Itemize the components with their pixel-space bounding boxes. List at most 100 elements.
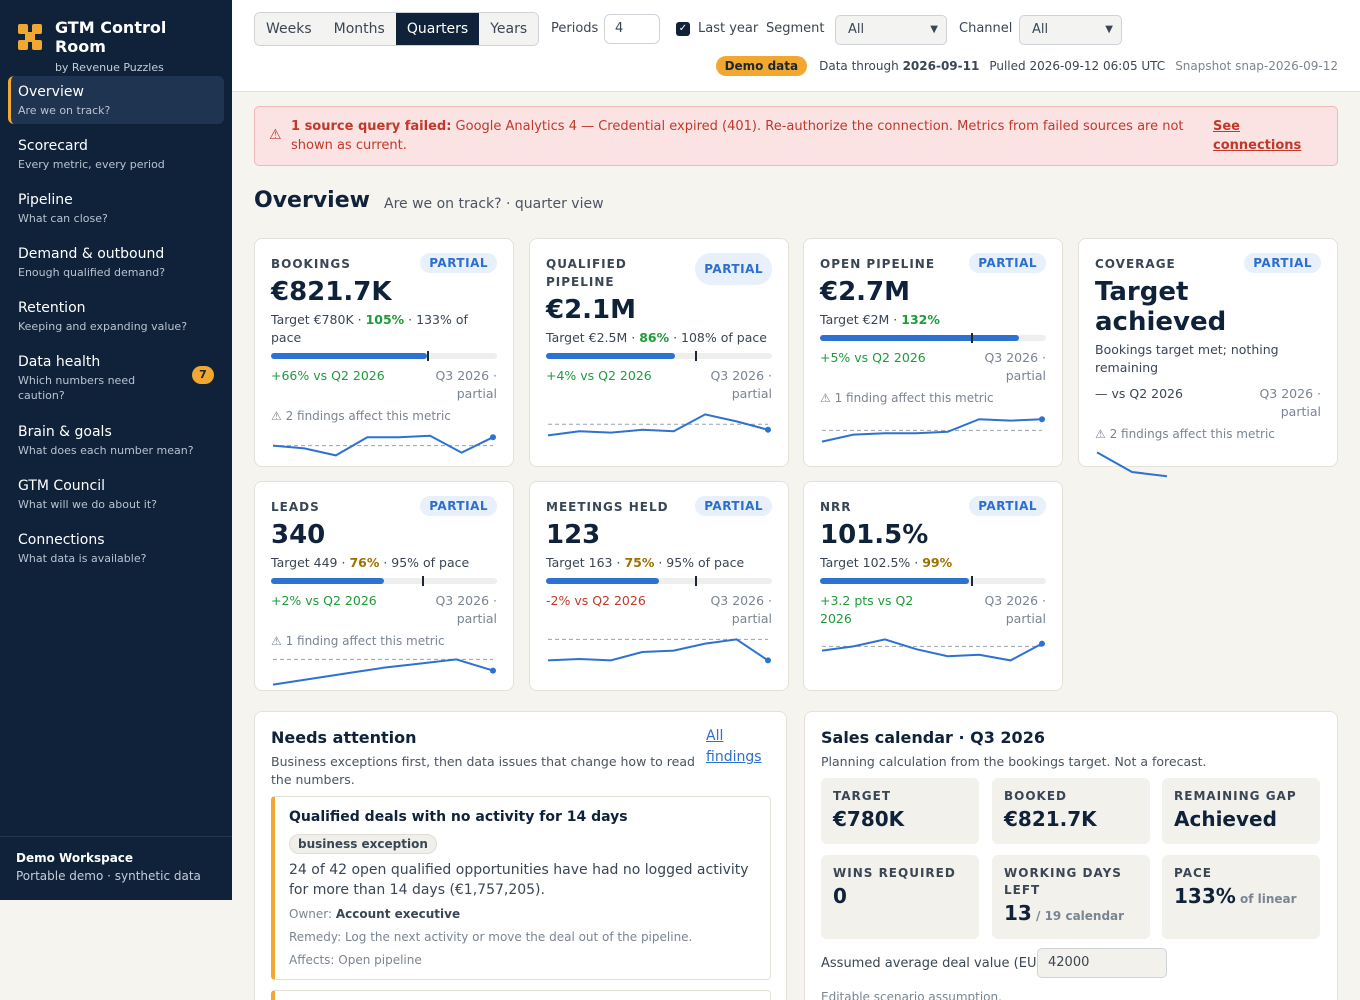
calendar-box-label: WINS REQUIRED	[833, 866, 956, 880]
card-value: Target achieved	[1095, 277, 1227, 337]
card-value: 340	[271, 520, 326, 550]
sidebar-item-brain-goals[interactable]: Brain & goals What does each number mean…	[8, 416, 224, 464]
issue-owner: Owner: Account executive	[289, 906, 756, 923]
needs-attention-subtitle: Business exceptions first, then data iss…	[271, 754, 695, 787]
sidebar-item-pipeline[interactable]: Pipeline What can close?	[8, 184, 224, 232]
sidebar-item-label: Connections	[18, 532, 105, 548]
metric-card-open-pipeline[interactable]: OPEN PIPELINE PARTIAL €2.7M Target €2M ·…	[803, 238, 1063, 467]
sidebar-item-data-health[interactable]: Data health Which numbers need caution? …	[8, 346, 224, 410]
sparkline-series	[1096, 451, 1168, 478]
target-attainment: 105%	[365, 312, 405, 327]
metric-card-nrr[interactable]: NRR PARTIAL 101.5% Target 102.5% · 99% +…	[803, 481, 1063, 691]
tab-quarters[interactable]: Quarters	[395, 13, 480, 45]
sparkline	[821, 416, 1045, 443]
sidebar-item-retention[interactable]: Retention Keeping and expanding value?	[8, 292, 224, 340]
target-attainment: 76%	[349, 555, 380, 570]
issue-affects: Affects: Open pipeline	[289, 953, 422, 967]
progress-bar	[271, 576, 497, 586]
sales-calendar-title: Sales calendar · Q3 2026	[821, 728, 1045, 747]
sparkline	[547, 638, 771, 664]
delta-vs-prior: +2% vs Q2 2026	[271, 593, 377, 608]
metric-card-coverage[interactable]: COVERAGE PARTIAL Target achieved Booking…	[1078, 238, 1338, 478]
segment-select[interactable]: All ▼	[835, 15, 947, 45]
sparkline	[272, 658, 496, 686]
card-target: Target €2M · 132%	[820, 311, 1046, 329]
card-value: €2.1M	[546, 295, 637, 325]
card-value: €821.7K	[271, 277, 392, 307]
card-label: QUALIFIED PIPELINE	[546, 257, 627, 289]
sparkline-series	[272, 434, 494, 457]
comparison-row: +3.2 pts vs Q2 2026 Q3 2026 · partial	[820, 592, 1046, 628]
sales-calendar-subtitle: Planning calculation from the bookings t…	[821, 754, 1207, 769]
pulled-timestamp: Pulled 2026-09-12 06:05 UTC	[989, 59, 1166, 73]
snapshot-id: Snapshot snap-2026-09-12	[1175, 59, 1338, 73]
segment-label: Segment	[766, 21, 825, 36]
channel-select-value: All	[1032, 22, 1049, 37]
target-text: Target €2.5M ·	[546, 330, 640, 345]
data-freshness: Demo data Data through 2026-09-11 Pulled…	[715, 56, 1338, 76]
target-attainment: 132%	[901, 312, 940, 327]
calendar-working-days-left: WORKING DAYS LEFT 13 / 19 calendar	[992, 855, 1150, 939]
partial-badge: PARTIAL	[969, 496, 1046, 516]
findings-note: ⚠ 1 finding affect this metric	[820, 391, 994, 405]
progress-fill	[271, 353, 427, 359]
metric-card-qualified-pipeline[interactable]: QUALIFIED PIPELINE PARTIAL €2.1M Target …	[529, 238, 789, 467]
sidebar-item-connections[interactable]: Connections What data is available?	[8, 524, 224, 572]
sparkline-latest-point	[1039, 416, 1045, 423]
attention-item[interactable]	[271, 990, 771, 1000]
metric-card-meetings-held[interactable]: MEETINGS HELD PARTIAL 123 Target 163 · 7…	[529, 481, 789, 691]
sidebar-item-label: Scorecard	[18, 138, 88, 154]
period-status: Q3 2026 · partial	[984, 350, 1046, 383]
deal-value-input[interactable]: 42000	[1037, 948, 1167, 978]
brand-title: GTM Control Room	[54, 18, 167, 56]
tab-weeks[interactable]: Weeks	[255, 13, 323, 45]
sidebar-item-label: Brain & goals	[18, 424, 112, 440]
sidebar-item-desc: Keeping and expanding value?	[18, 320, 188, 333]
partial-badge: PARTIAL	[420, 496, 497, 516]
pace-value: 133%	[1174, 884, 1236, 908]
data-through: Data through 2026-09-11	[819, 59, 979, 73]
alert-message: 1 source query failed: Google Analytics …	[291, 117, 1191, 155]
sidebar-item-scorecard[interactable]: Scorecard Every metric, every period	[8, 130, 224, 178]
data-through-value: 2026-09-11	[902, 59, 980, 73]
card-label: MEETINGS HELD	[546, 500, 669, 514]
sidebar-item-overview[interactable]: Overview Are we on track?	[8, 76, 224, 124]
calendar-box-value: 133% of linear	[1174, 884, 1308, 908]
sidebar-item-label: Overview	[18, 84, 84, 100]
card-value: 101.5%	[820, 520, 929, 550]
period-status: Q3 2026 · partial	[710, 593, 772, 626]
sidebar-item-desc: What will we do about it?	[18, 498, 157, 511]
workspace-switcher[interactable]: Demo Workspace Portable demo · synthetic…	[0, 836, 232, 900]
sidebar-item-desc: Which numbers need caution?	[18, 374, 136, 402]
puzzle-logo-icon	[18, 24, 43, 50]
see-connections-link[interactable]: See connections	[1213, 119, 1302, 153]
findings-note: ⚠ 2 findings affect this metric	[271, 409, 451, 423]
sparkline	[547, 413, 771, 437]
sidebar-item-label: Data health	[18, 354, 101, 370]
sidebar-item-gtm-council[interactable]: GTM Council What will we do about it?	[8, 470, 224, 518]
sidebar-item-demand[interactable]: Demand & outbound Enough qualified deman…	[8, 238, 224, 286]
channel-select[interactable]: All ▼	[1019, 15, 1122, 45]
last-year-checkbox[interactable]: ✓	[676, 22, 690, 36]
brand[interactable]: GTM Control Room by Revenue Puzzles	[0, 0, 232, 74]
card-target: Target €780K · 105% · 133% of pace	[271, 311, 497, 347]
calendar-box-value: 0	[833, 884, 847, 908]
comparison-row: +66% vs Q2 2026 Q3 2026 · partial	[271, 367, 497, 403]
metric-card-leads[interactable]: LEADS PARTIAL 340 Target 449 · 76% · 95%…	[254, 481, 514, 691]
sidebar-nav: Overview Are we on track? Scorecard Ever…	[0, 76, 232, 572]
toolbar: Weeks Months Quarters Years Periods 4 ✓ …	[232, 0, 1360, 92]
tab-months[interactable]: Months	[322, 13, 396, 45]
tab-years[interactable]: Years	[479, 13, 539, 45]
progress-bar	[271, 351, 497, 361]
periods-input[interactable]: 4	[604, 14, 660, 44]
metric-card-bookings[interactable]: BOOKINGS PARTIAL €821.7K Target €780K · …	[254, 238, 514, 467]
pace-marker	[695, 351, 698, 361]
sidebar-item-label: Demand & outbound	[18, 246, 165, 262]
attention-item[interactable]: Qualified deals with no activity for 14 …	[271, 796, 771, 980]
page-title: Overview	[254, 188, 370, 213]
calendar-box-label: BOOKED	[1004, 789, 1068, 803]
card-target: Bookings target met; nothing remaining	[1095, 341, 1321, 377]
issue-owner-value: Account executive	[335, 907, 461, 921]
all-findings-link[interactable]: All findings	[706, 728, 762, 765]
workspace-name: Demo Workspace	[16, 851, 134, 865]
